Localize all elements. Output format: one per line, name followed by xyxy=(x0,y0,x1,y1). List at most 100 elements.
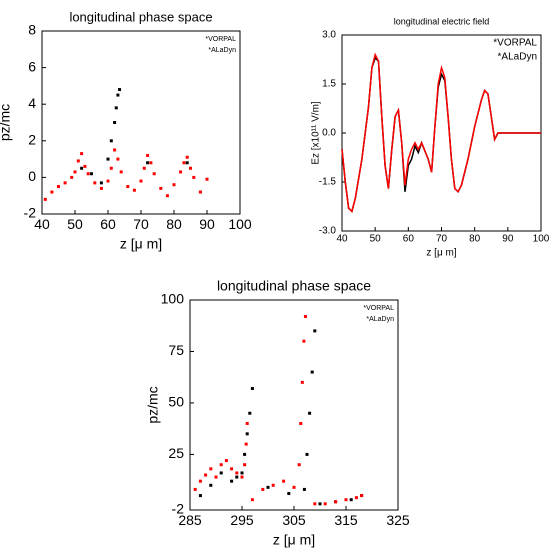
y-tick-label: -1.5 xyxy=(319,177,337,188)
point xyxy=(63,181,67,185)
point xyxy=(313,329,317,333)
point xyxy=(109,139,113,143)
x-tick-label: 40 xyxy=(336,234,348,245)
x-tick-label: 90 xyxy=(502,234,514,245)
point xyxy=(282,479,286,483)
x-tick-label: 50 xyxy=(67,216,83,232)
point xyxy=(271,483,275,487)
point xyxy=(80,166,84,170)
point xyxy=(240,475,244,479)
point xyxy=(70,175,74,179)
point xyxy=(244,442,248,446)
plot-frame xyxy=(41,30,241,215)
chart-title: longitudinal phase space xyxy=(69,9,212,24)
y-tick-label: 75 xyxy=(168,342,184,358)
point xyxy=(50,190,54,194)
point xyxy=(99,181,103,185)
x-tick-label: 305 xyxy=(282,512,306,528)
point xyxy=(182,161,186,165)
point xyxy=(86,172,90,176)
x-tick-label: 80 xyxy=(166,216,182,232)
legend-entry: *ALaDyn xyxy=(208,47,236,54)
y-tick-label: 3.0 xyxy=(322,30,336,41)
chart-title: longitudinal electric field xyxy=(394,16,490,26)
point xyxy=(198,479,202,483)
y-tick-label: 100 xyxy=(161,291,185,307)
point xyxy=(235,475,239,479)
point xyxy=(261,487,265,491)
x-tick-label: 90 xyxy=(199,216,215,232)
x-tick-label: 100 xyxy=(228,216,252,232)
y-axis-label: pz/mc xyxy=(144,386,160,423)
point xyxy=(109,166,113,170)
point xyxy=(90,172,93,176)
point xyxy=(114,106,118,110)
x-tick-label: 100 xyxy=(533,234,550,245)
point xyxy=(266,485,270,489)
point xyxy=(297,463,301,467)
point xyxy=(243,463,247,467)
point xyxy=(214,475,218,479)
point xyxy=(300,380,304,384)
point xyxy=(149,161,153,165)
point xyxy=(119,170,123,174)
point xyxy=(235,471,239,475)
point xyxy=(99,186,103,190)
point xyxy=(334,500,338,504)
point xyxy=(116,93,120,97)
point xyxy=(287,492,291,496)
y-axis-label: pz/mc xyxy=(0,104,12,141)
y-tick-label: 2 xyxy=(28,132,36,148)
point xyxy=(159,186,163,190)
point xyxy=(198,190,202,194)
point xyxy=(219,471,223,475)
y-tick-label: 6 xyxy=(28,58,36,74)
point xyxy=(106,179,110,183)
x-tick-label: 295 xyxy=(230,512,254,528)
line xyxy=(341,56,541,213)
point xyxy=(146,153,150,157)
point xyxy=(313,502,317,506)
point xyxy=(323,502,327,506)
point xyxy=(185,161,189,165)
point xyxy=(305,452,309,456)
point xyxy=(146,161,150,165)
x-axis-label: z [μ m] xyxy=(120,236,162,252)
point xyxy=(354,496,358,500)
point xyxy=(80,152,84,156)
point xyxy=(209,467,213,471)
point xyxy=(308,411,312,415)
point xyxy=(310,370,314,374)
y-tick-label: 8 xyxy=(28,22,36,38)
legend-entry: *VORPAL xyxy=(363,305,394,312)
point xyxy=(179,170,183,174)
y-tick-label: 4 xyxy=(28,95,36,111)
point xyxy=(250,498,254,502)
line xyxy=(341,52,541,213)
point xyxy=(245,432,249,436)
point xyxy=(185,155,189,159)
point xyxy=(113,148,117,152)
point xyxy=(193,487,197,491)
legend-entry: *VORPAL xyxy=(493,38,537,49)
x-axis-label: z [μ m] xyxy=(273,532,315,548)
y-tick-label: -2 xyxy=(24,205,37,221)
y-tick-label: 50 xyxy=(168,394,184,410)
point xyxy=(116,157,120,161)
x-tick-label: 325 xyxy=(386,512,410,528)
point xyxy=(209,483,213,487)
legend-entry: *ALaDyn xyxy=(366,316,394,323)
point xyxy=(142,166,146,170)
point xyxy=(205,177,209,181)
point xyxy=(303,314,307,318)
point xyxy=(248,411,252,415)
point xyxy=(292,485,296,489)
y-tick-label: 0.0 xyxy=(322,128,336,139)
point xyxy=(165,194,169,198)
y-tick-label: 0 xyxy=(28,168,36,184)
legend-entry: *VORPAL xyxy=(205,36,236,43)
point xyxy=(318,502,322,506)
x-tick-label: 60 xyxy=(403,234,415,245)
point xyxy=(113,121,117,124)
